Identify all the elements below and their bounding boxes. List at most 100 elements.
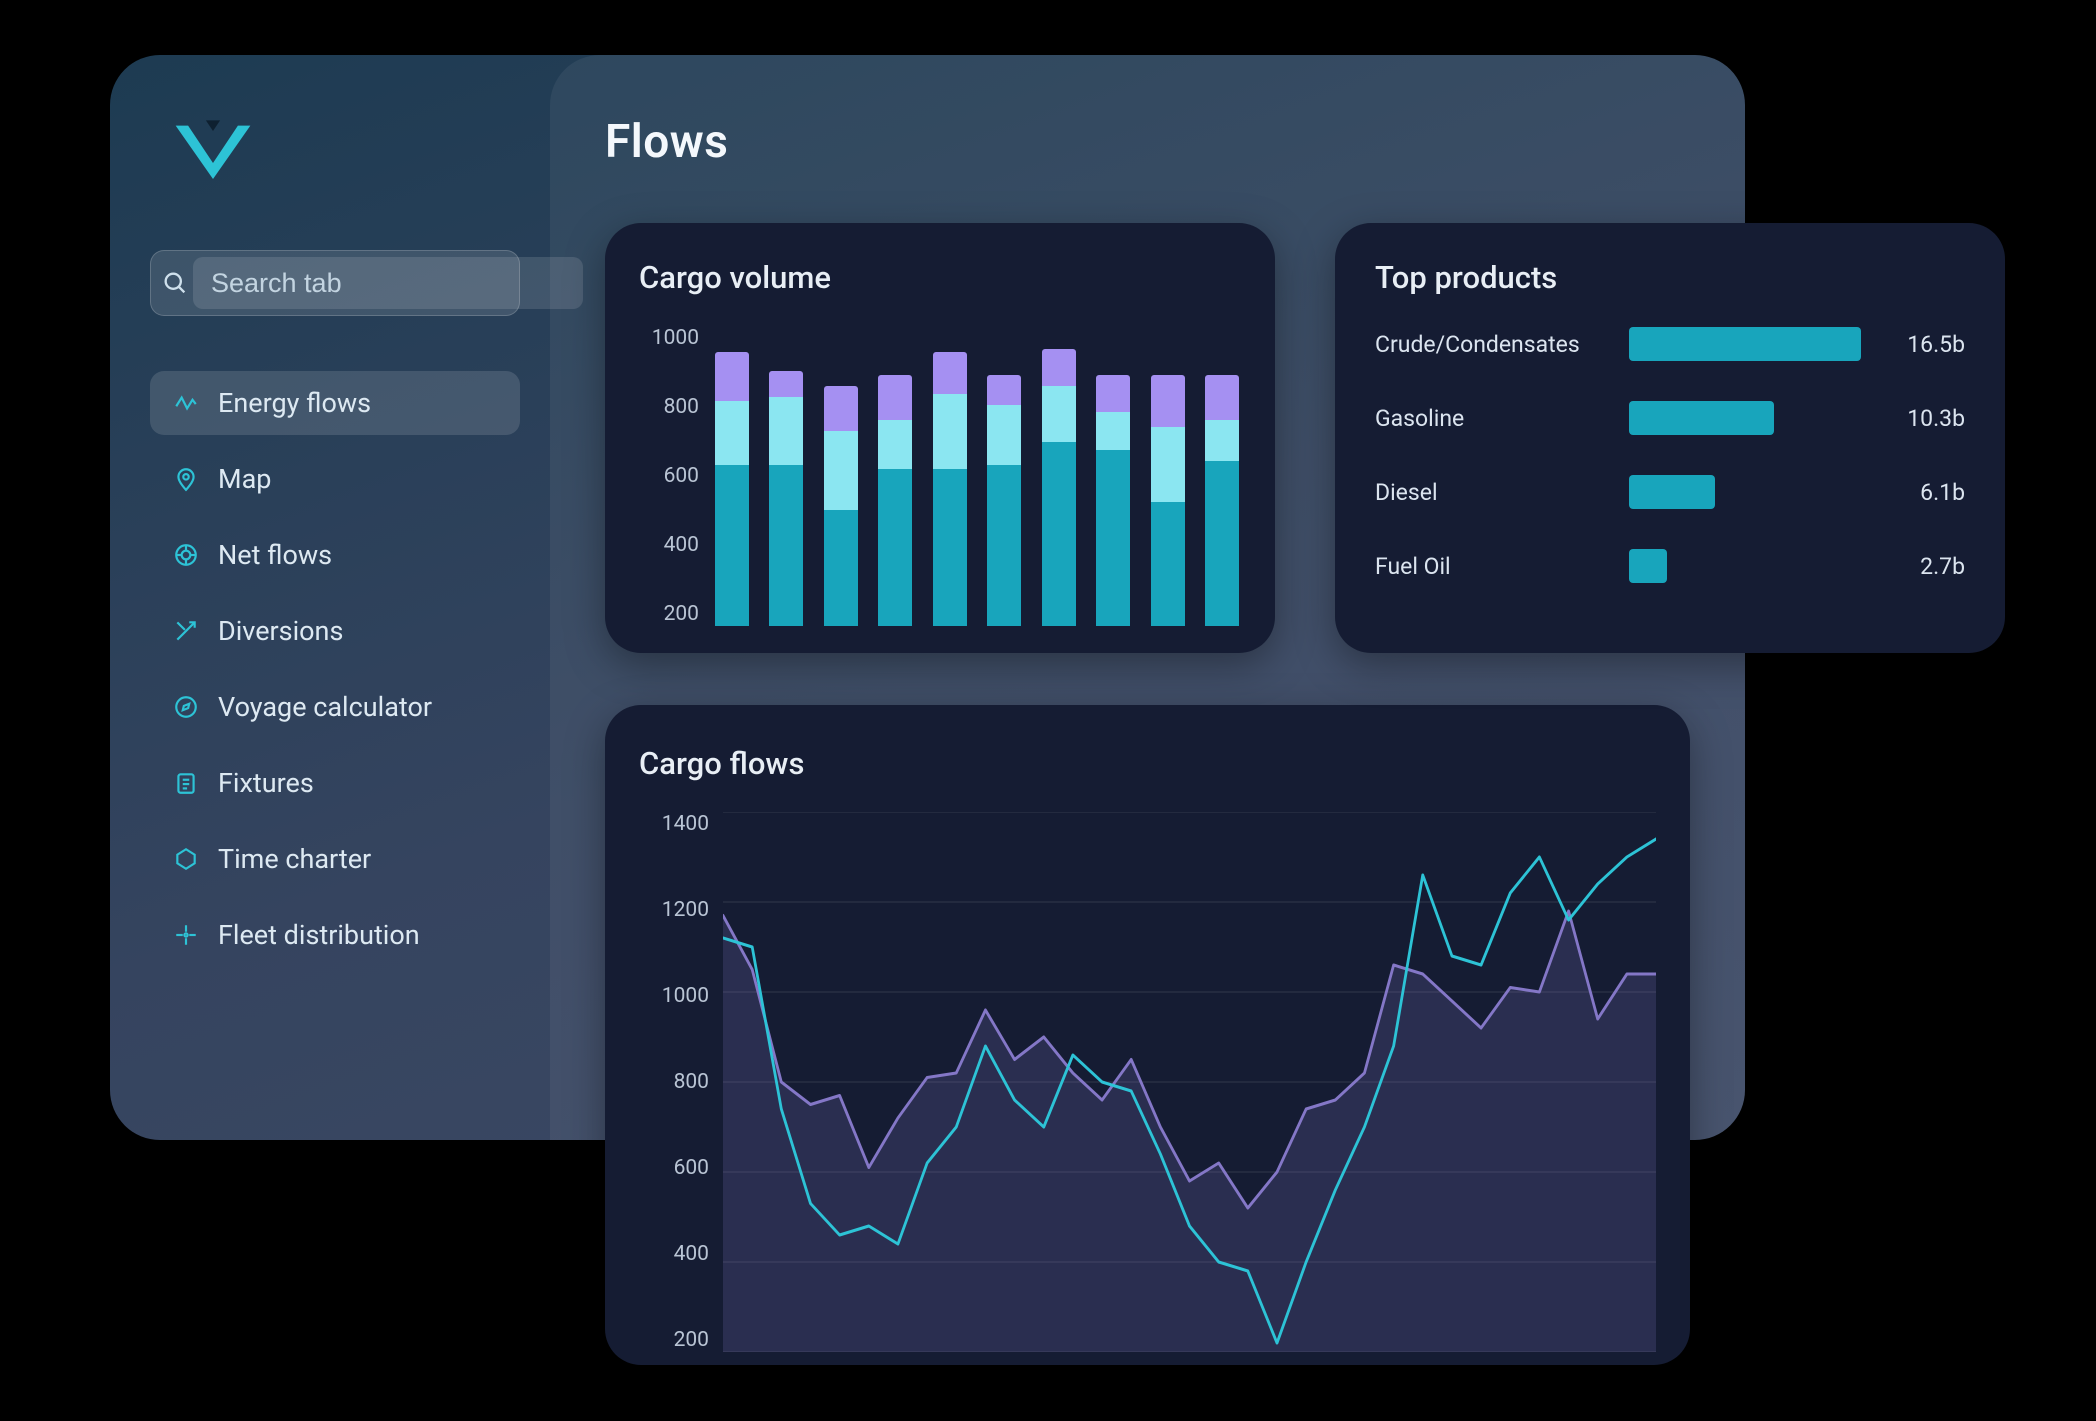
volume-bar-segment	[1042, 386, 1076, 442]
axis-tick: 200	[639, 602, 699, 626]
volume-bar-segment	[1205, 420, 1239, 461]
volume-bar-segment	[1205, 461, 1239, 626]
axis-tick: 1400	[639, 812, 709, 836]
volume-bar-segment	[715, 352, 749, 401]
volume-bar	[1151, 375, 1185, 626]
volume-bar-segment	[769, 397, 803, 465]
fixtures-icon	[172, 769, 200, 797]
volume-bar-segment	[824, 386, 858, 431]
cargo-volume-title: Cargo volume	[639, 259, 1241, 296]
sidebar-item-label: Diversions	[218, 615, 343, 647]
product-label: Gasoline	[1375, 405, 1605, 432]
axis-tick: 600	[639, 464, 699, 488]
sidebar-item-label: Net flows	[218, 539, 332, 571]
search-input[interactable]	[193, 257, 583, 309]
volume-bar	[1205, 375, 1239, 626]
logo	[168, 115, 258, 195]
volume-bar-segment	[1042, 349, 1076, 387]
volume-bar-segment	[878, 375, 912, 420]
sidebar-item-energy-flows[interactable]: Energy flows	[150, 371, 520, 435]
product-value: 10.3b	[1885, 405, 1965, 432]
volume-bar-segment	[769, 371, 803, 397]
sidebar-item-voyage-calculator[interactable]: Voyage calculator	[150, 675, 520, 739]
axis-tick: 800	[639, 1070, 709, 1094]
product-bar-track	[1629, 475, 1861, 509]
product-bar-track	[1629, 401, 1861, 435]
time-charter-icon	[172, 845, 200, 873]
volume-bar-segment	[715, 465, 749, 626]
volume-bar	[933, 352, 967, 626]
product-value: 6.1b	[1885, 479, 1965, 506]
cargo-flows-title: Cargo flows	[639, 745, 1656, 782]
diversions-icon	[172, 617, 200, 645]
cargo-volume-chart: 1000800600400200	[639, 326, 1241, 626]
product-bar	[1629, 549, 1667, 583]
product-bar-track	[1629, 327, 1861, 361]
product-value: 16.5b	[1885, 331, 1965, 358]
volume-bar-segment	[987, 375, 1021, 405]
top-products-title: Top products	[1375, 259, 1965, 296]
map-pin-icon	[172, 465, 200, 493]
sidebar-item-label: Voyage calculator	[218, 691, 432, 723]
search-icon	[161, 259, 189, 307]
volume-bar	[824, 386, 858, 626]
volume-bar	[878, 375, 912, 626]
volume-bar-segment	[1096, 450, 1130, 626]
volume-bar	[1096, 375, 1130, 626]
volume-bar	[715, 352, 749, 626]
main-panel: Flows Cargo volume 1000800600400200 Top …	[550, 55, 1745, 1140]
volume-bar-segment	[1151, 502, 1185, 626]
page-title: Flows	[605, 115, 1690, 169]
volume-bar-segment	[769, 465, 803, 626]
volume-bar-segment	[933, 352, 967, 393]
axis-tick: 1200	[639, 898, 709, 922]
fleet-dist-icon	[172, 921, 200, 949]
volume-bar-segment	[1096, 375, 1130, 413]
sidebar: Energy flows Map Net flows Diversions Voyage…	[110, 55, 550, 1140]
product-label: Crude/Condensates	[1375, 331, 1605, 358]
product-bar	[1629, 475, 1715, 509]
product-label: Fuel Oil	[1375, 553, 1605, 580]
sidebar-item-label: Fleet distribution	[218, 919, 420, 951]
energy-flows-icon	[172, 389, 200, 417]
volume-bar-segment	[878, 420, 912, 469]
sidebar-item-label: Energy flows	[218, 387, 371, 419]
axis-tick: 600	[639, 1156, 709, 1180]
volume-bar-segment	[1205, 375, 1239, 420]
sidebar-item-fleet-distribution[interactable]: Fleet distribution	[150, 903, 520, 967]
volume-bar-segment	[824, 431, 858, 510]
app-window: Energy flows Map Net flows Diversions Voyage…	[110, 55, 1745, 1140]
volume-bar-segment	[987, 405, 1021, 465]
volume-bar-segment	[1151, 427, 1185, 502]
sidebar-item-fixtures[interactable]: Fixtures	[150, 751, 520, 815]
volume-bar-segment	[933, 469, 967, 627]
sidebar-item-map[interactable]: Map	[150, 447, 520, 511]
product-label: Diesel	[1375, 479, 1605, 506]
volume-bar	[769, 371, 803, 626]
series-area-series-a	[723, 911, 1656, 1352]
volume-bar-segment	[878, 469, 912, 627]
net-flows-icon	[172, 541, 200, 569]
product-bar	[1629, 327, 1861, 361]
sidebar-item-net-flows[interactable]: Net flows	[150, 523, 520, 587]
sidebar-item-label: Map	[218, 463, 271, 495]
volume-bar-segment	[1042, 442, 1076, 626]
cargo-flows-card: Cargo flows 140012001000800600400200	[605, 705, 1690, 1365]
axis-tick: 400	[639, 533, 699, 557]
volume-bar-segment	[933, 394, 967, 469]
volume-bar-segment	[987, 465, 1021, 626]
product-bar	[1629, 401, 1774, 435]
sidebar-nav: Energy flows Map Net flows Diversions Voyage…	[150, 371, 520, 967]
sidebar-item-label: Fixtures	[218, 767, 314, 799]
product-bar-track	[1629, 549, 1861, 583]
cargo-flows-chart: 140012001000800600400200	[639, 812, 1656, 1352]
product-row: Fuel Oil 2.7b	[1375, 546, 1965, 586]
search-bar[interactable]	[150, 250, 520, 316]
sidebar-item-time-charter[interactable]: Time charter	[150, 827, 520, 891]
sidebar-item-label: Time charter	[218, 843, 371, 875]
volume-bar-segment	[1151, 375, 1185, 428]
axis-tick: 1000	[639, 326, 699, 350]
sidebar-item-diversions[interactable]: Diversions	[150, 599, 520, 663]
product-value: 2.7b	[1885, 553, 1965, 580]
top-products-card: Top products Crude/Condensates 16.5b Gasol…	[1335, 223, 2005, 653]
